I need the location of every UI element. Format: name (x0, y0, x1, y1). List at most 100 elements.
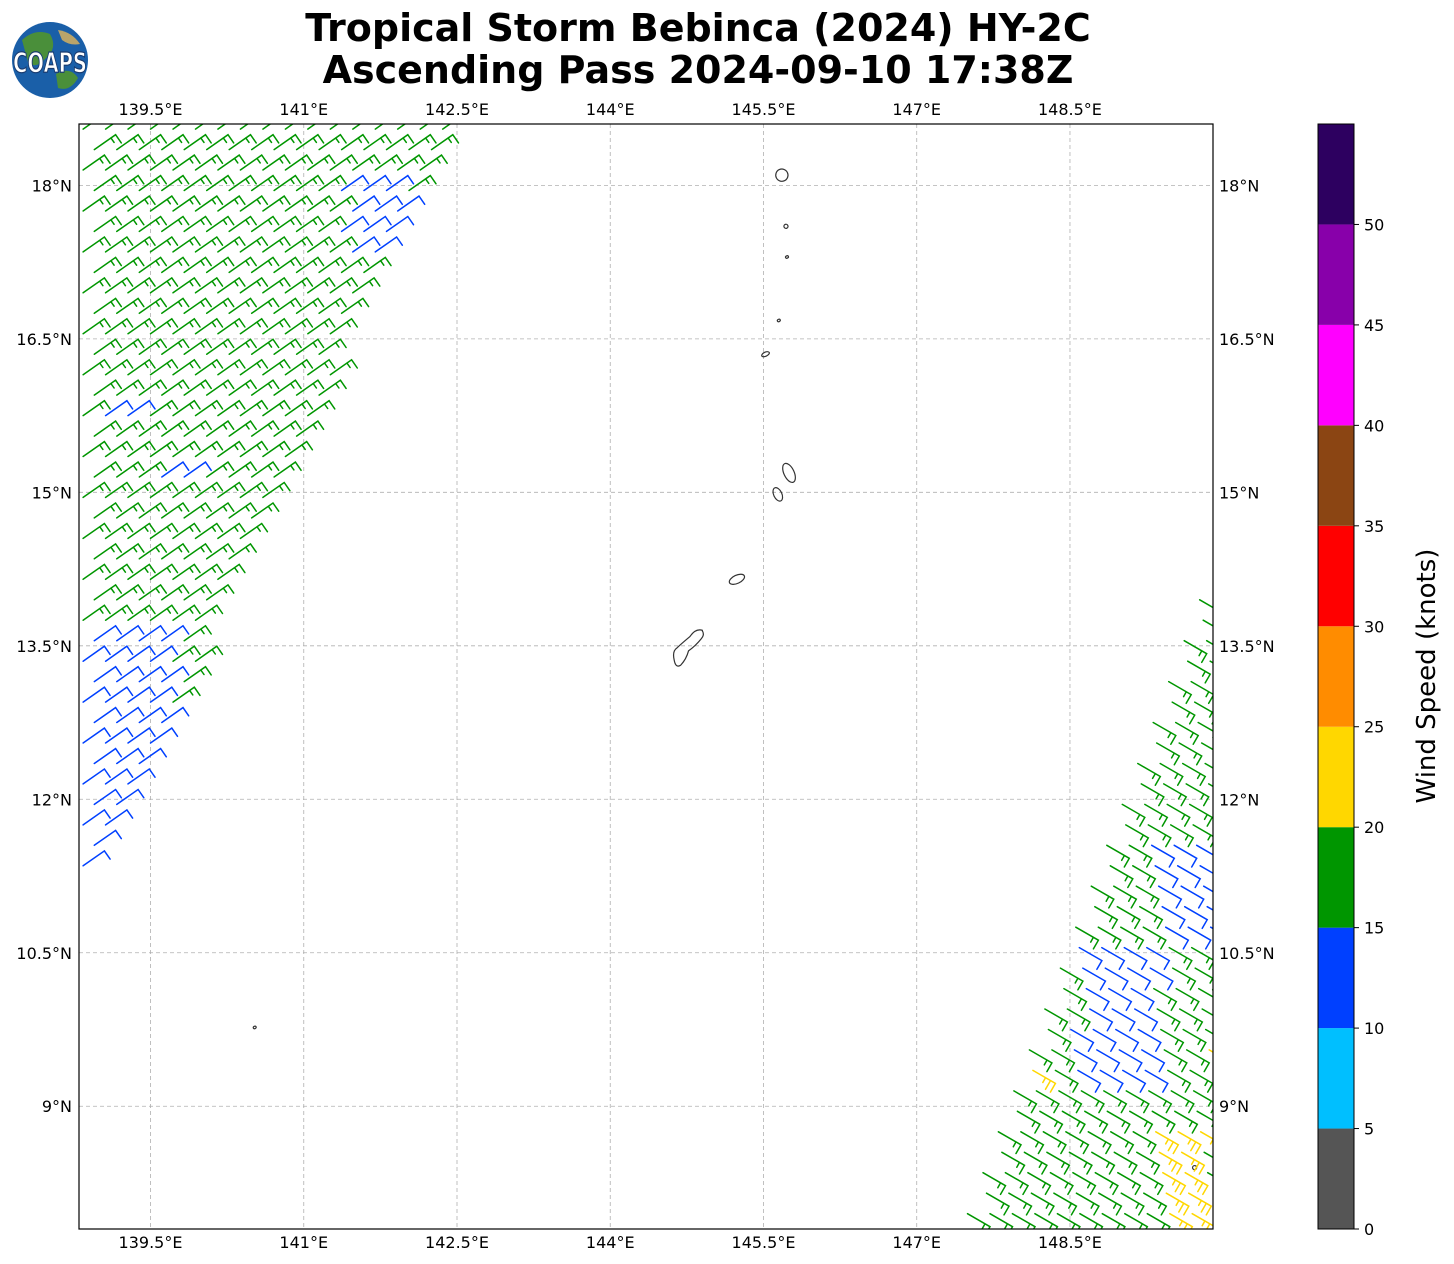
wind-barb (396, 195, 426, 212)
wind-barb (127, 276, 156, 294)
wind-barb (228, 542, 257, 560)
wind-barb (273, 174, 302, 192)
wind-barb (1121, 803, 1146, 827)
wind-barb (250, 338, 280, 355)
wind-barb (217, 440, 246, 458)
wind-barb (1140, 783, 1165, 807)
wind-barb (205, 256, 235, 274)
wind-barb (228, 338, 257, 355)
wind-barb (284, 235, 314, 253)
wind-barb (352, 235, 381, 253)
wind-barb (250, 133, 280, 151)
wind-barb (1171, 701, 1196, 725)
wind-barb (262, 440, 291, 458)
wind-barb (352, 195, 381, 212)
wind-barb (1201, 1008, 1213, 1017)
lon-tick-label-top: 141°E (279, 100, 328, 119)
wind-barb (1141, 1049, 1166, 1073)
lon-tick-label-bottom: 147°E (892, 1233, 941, 1252)
wind-barb (149, 440, 179, 458)
wind-barb (149, 481, 179, 499)
wind-barb (149, 317, 179, 335)
colorbar-tick-label: 5 (1364, 1120, 1374, 1139)
agrihan-island (776, 318, 781, 323)
lon-tick-label-top: 145.5°E (732, 100, 796, 119)
tinian-island (772, 487, 784, 502)
wind-barb (104, 604, 134, 621)
wind-barb (1154, 865, 1179, 889)
wind-barb (1039, 1110, 1064, 1134)
lon-tick-label-bottom: 145.5°E (732, 1233, 796, 1252)
wind-barb (116, 747, 145, 765)
colorbar-tick-label: 40 (1364, 416, 1384, 435)
wind-barb (1108, 987, 1133, 1012)
wind-barb (329, 276, 359, 294)
wind-barb (172, 604, 201, 621)
wind-barb (340, 174, 370, 192)
wind-barb (1122, 1069, 1147, 1093)
colorbar-tick-label: 50 (1364, 215, 1384, 234)
wind-barb (273, 461, 302, 478)
wind-barb (93, 338, 123, 355)
wind-barb (1080, 1090, 1105, 1114)
wind-barb (1136, 1151, 1161, 1175)
wind-barb (127, 440, 156, 458)
wind-barb (1139, 1171, 1164, 1196)
wind-barb (205, 338, 235, 355)
wind-barb (217, 563, 246, 581)
wind-barb (172, 154, 201, 171)
wind-barb (194, 235, 224, 253)
pagan-island (761, 351, 770, 358)
colorbar-tick-label: 15 (1364, 919, 1384, 938)
wind-barb (217, 154, 246, 171)
wind-barb (217, 481, 246, 499)
wind-barb (104, 195, 134, 212)
wind-barb (183, 461, 212, 478)
wind-barb (127, 481, 156, 499)
wind-barb (1135, 885, 1160, 909)
wind-barb (273, 420, 302, 437)
wind-barb (1194, 967, 1213, 991)
wind-barb (262, 195, 291, 212)
wind-barb (1187, 926, 1212, 950)
wind-barb (82, 195, 111, 212)
wind-barb (93, 747, 123, 765)
wind-barb (127, 686, 156, 703)
wind-barb (340, 297, 370, 315)
wind-barb (1129, 1110, 1154, 1134)
wind-barb (138, 297, 168, 315)
wind-barb (318, 215, 347, 233)
wind-barb (183, 583, 212, 601)
wind-barb (1137, 762, 1162, 786)
wind-barb (127, 154, 156, 171)
wind-barb (1116, 905, 1141, 930)
wind-barb (307, 195, 336, 212)
wind-barb (183, 215, 212, 233)
wind-barb (1183, 905, 1209, 930)
wind-barb (318, 297, 347, 315)
wind-barb (1058, 1090, 1083, 1114)
wind-barb (239, 317, 269, 335)
wind-barb (1127, 967, 1152, 991)
wind-barb (172, 563, 201, 581)
wind-barb (138, 542, 168, 560)
wind-barb (161, 174, 190, 192)
wind-barb (82, 563, 111, 581)
wind-barb (239, 522, 269, 540)
colorbar-tick-label: 45 (1364, 316, 1384, 335)
lat-tick-label-right: 12°N (1219, 790, 1259, 809)
wind-barb (104, 399, 134, 417)
colorbar-bin (1318, 626, 1354, 727)
wind-barb (93, 133, 123, 151)
wind-barb (82, 481, 111, 499)
colorbar-tick-label: 20 (1364, 818, 1384, 837)
wind-barb (1174, 721, 1200, 745)
wind-barb (127, 358, 156, 376)
wind-barb (149, 235, 179, 253)
wind-barb (82, 317, 111, 335)
wind-barb (273, 215, 302, 233)
wind-barb (1098, 1192, 1123, 1216)
wind-barb (138, 706, 168, 724)
wind-barb (183, 297, 212, 315)
